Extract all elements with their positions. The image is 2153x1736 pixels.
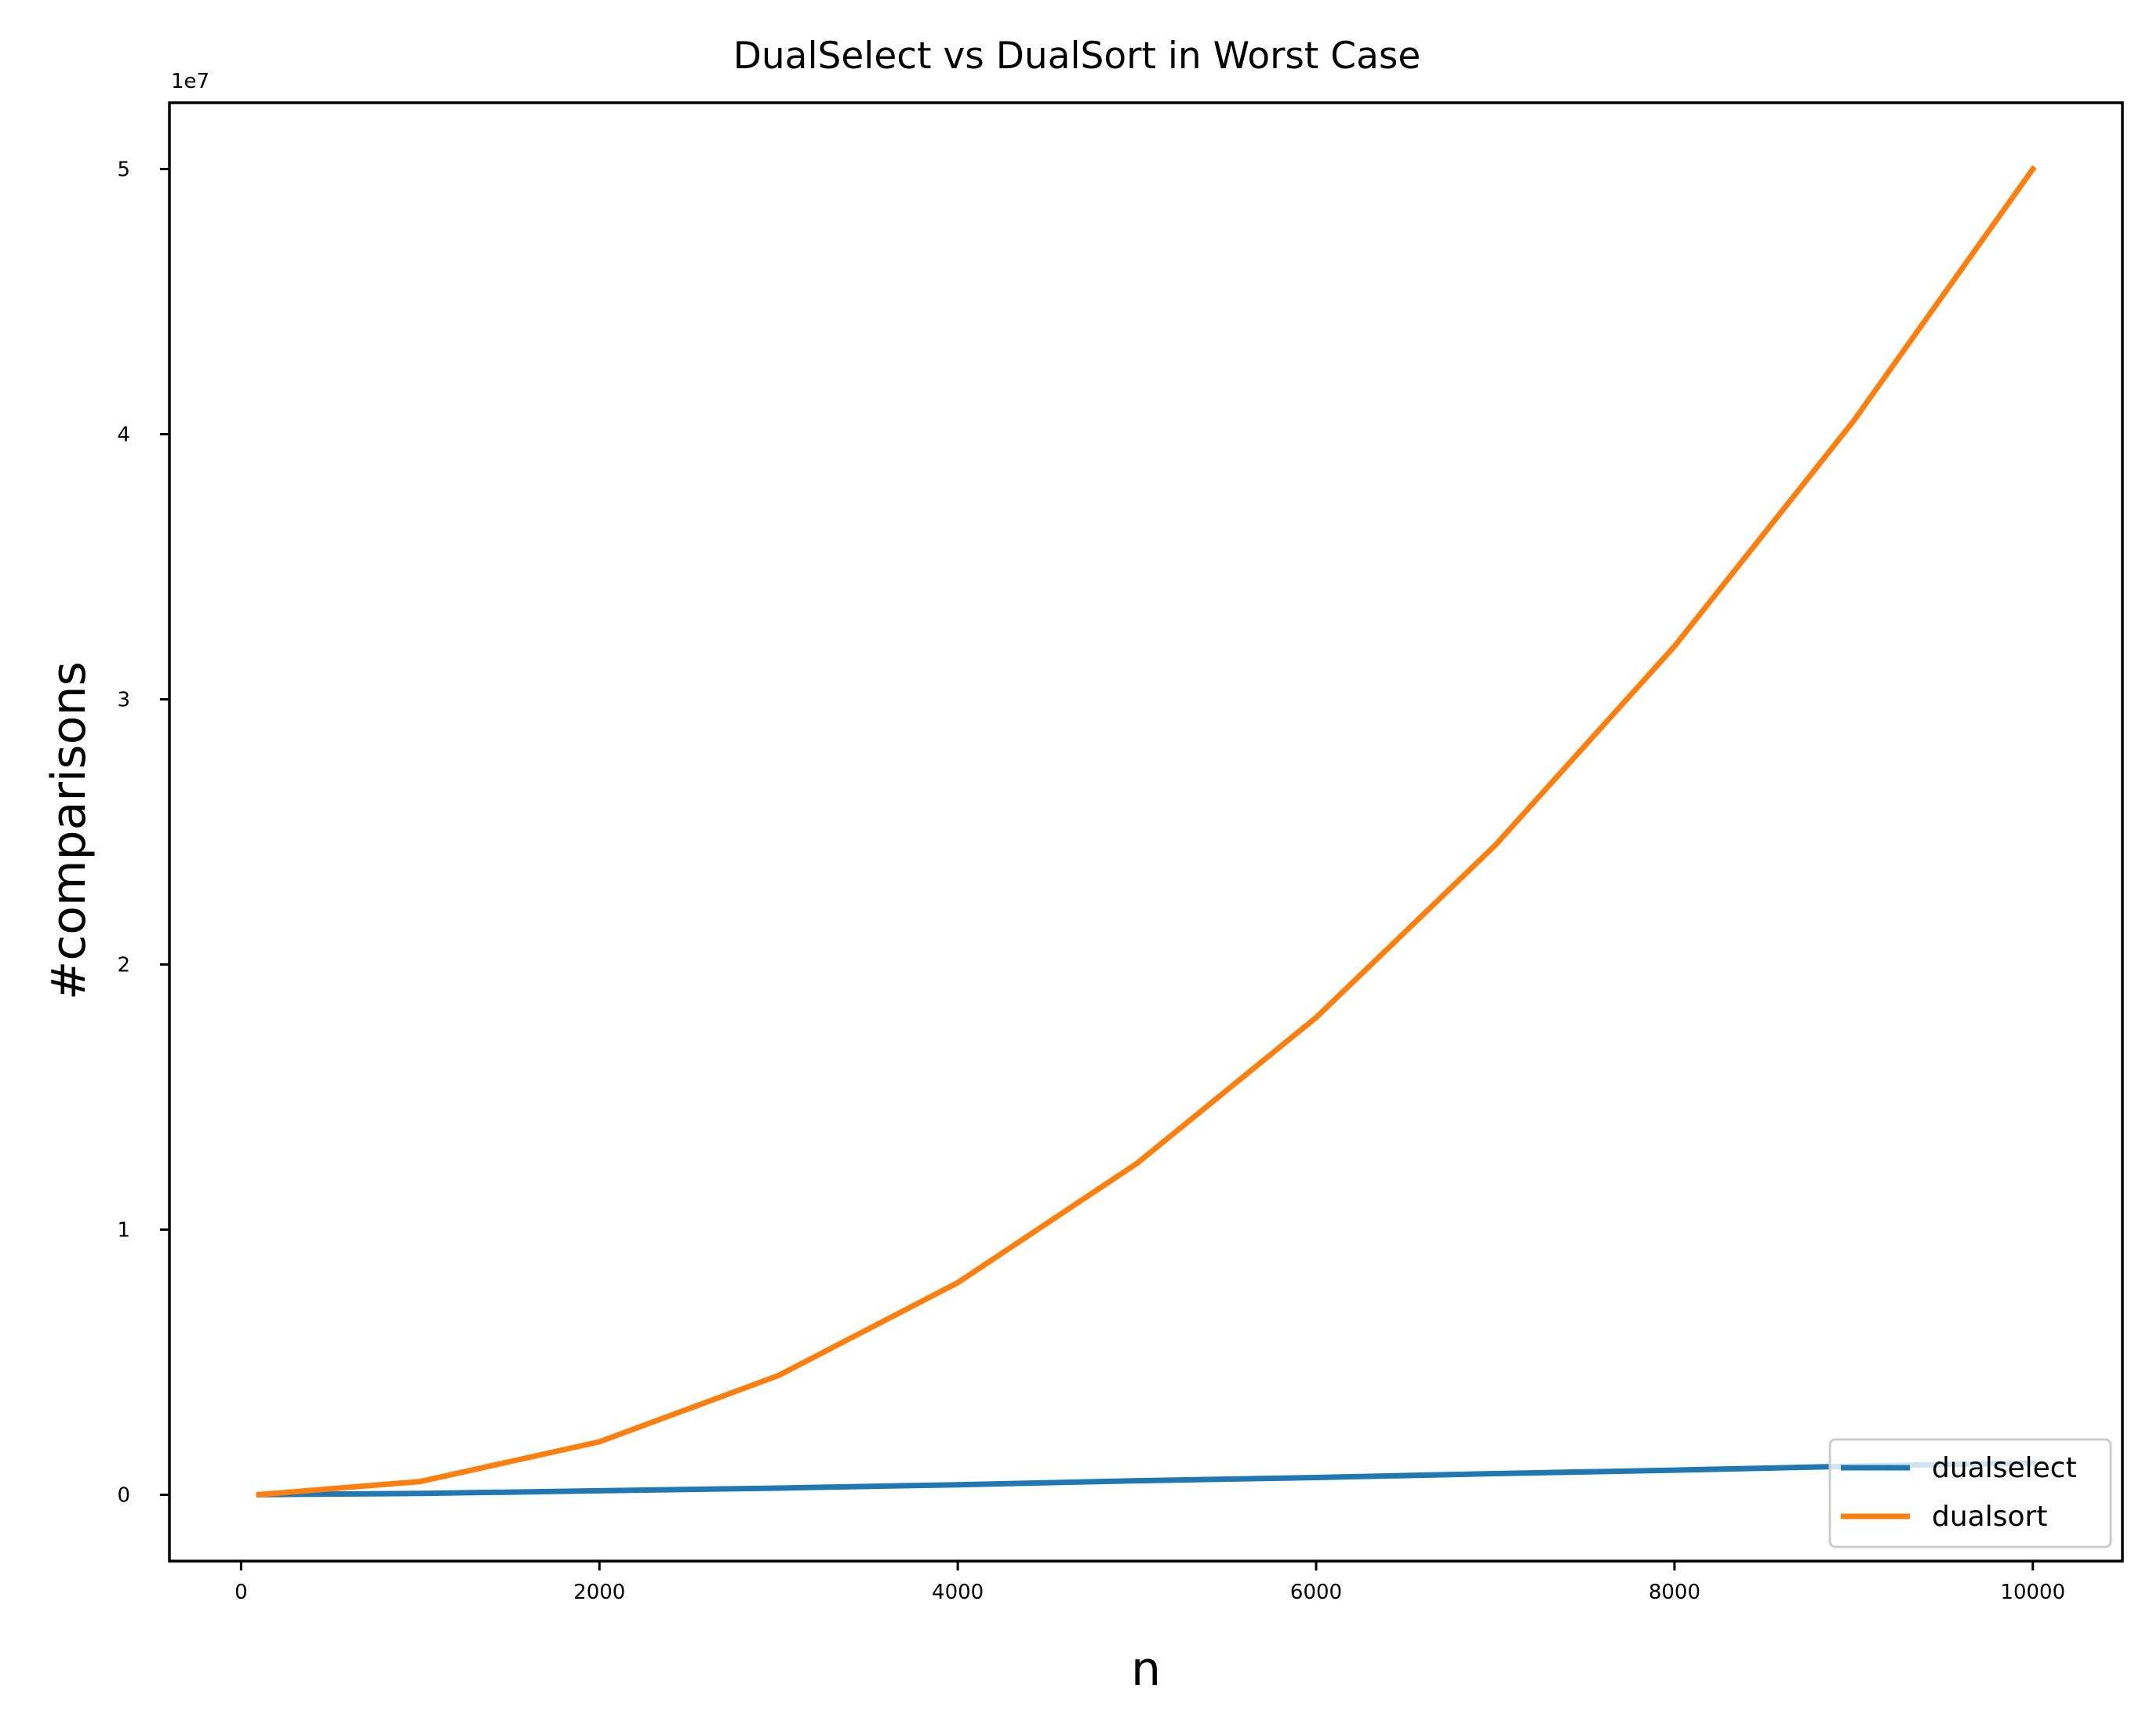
- y-axis-offset-label: 1e7: [171, 70, 209, 93]
- y-axis-ticks: 0 1 2 3 4 5: [117, 158, 169, 1508]
- legend-label-dualselect: dualselect: [1932, 1452, 2077, 1484]
- x-tick-label: 8000: [1649, 1581, 1700, 1604]
- legend: dualselect dualsort: [1828, 1438, 2112, 1549]
- x-tick-label: 2000: [573, 1581, 625, 1604]
- series-line-dualselect: [256, 1460, 2036, 1498]
- chart-title: DualSelect vs DualSort in Worst Case: [733, 35, 1421, 78]
- y-tick-label: 1: [117, 1219, 130, 1243]
- y-tick-label: 3: [117, 689, 130, 712]
- plot-area: [256, 165, 2037, 1498]
- y-tick-label: 5: [117, 158, 130, 182]
- plot-frame: [168, 101, 2124, 1563]
- y-axis-label: #comparisons: [42, 661, 96, 1000]
- x-tick-label: 4000: [932, 1581, 984, 1604]
- x-tick-label: 10000: [2000, 1581, 2065, 1604]
- y-tick-label: 0: [117, 1484, 130, 1508]
- x-axis-ticks: 0 2000 4000 6000 8000 10000: [235, 1561, 2065, 1604]
- series-line-dualsort: [256, 165, 2037, 1498]
- x-axis-label: n: [1131, 1642, 1161, 1697]
- x-tick-label: 0: [235, 1581, 248, 1604]
- legend-label-dualsort: dualsort: [1932, 1501, 2047, 1533]
- x-tick-label: 6000: [1290, 1581, 1342, 1604]
- y-tick-label: 2: [117, 954, 130, 977]
- y-tick-label: 4: [117, 424, 130, 447]
